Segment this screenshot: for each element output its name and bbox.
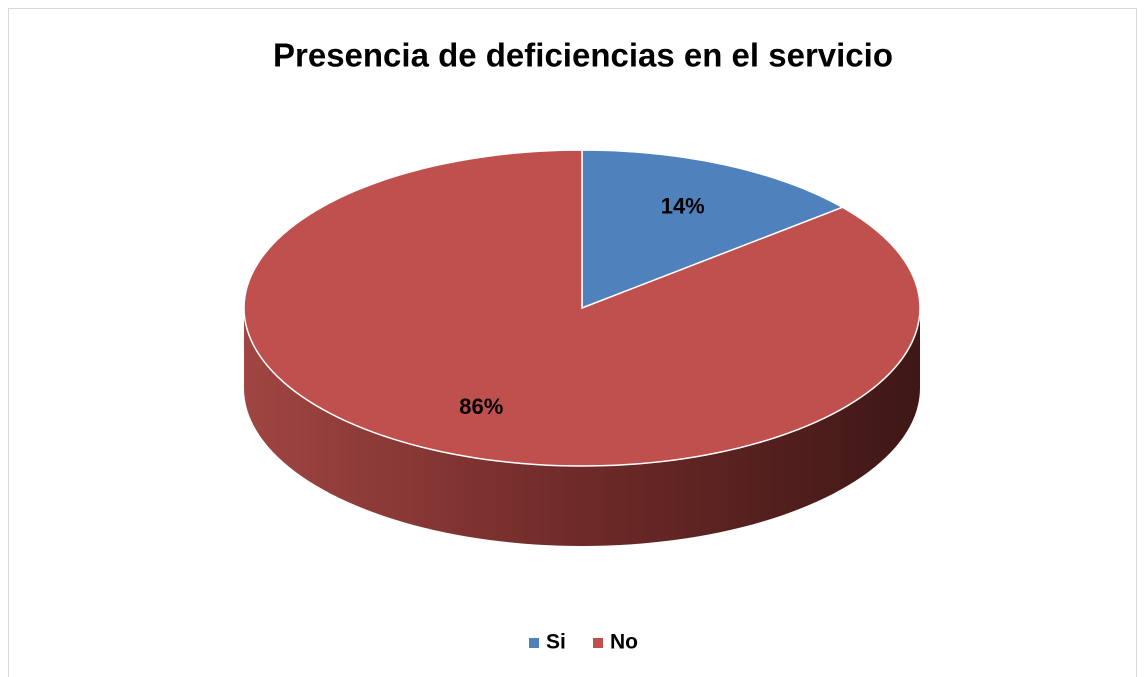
pie-slice (243, 149, 921, 467)
chart-title: Presencia de deficiencias en el servicio (273, 37, 893, 74)
legend-swatch (529, 638, 539, 648)
pie-slice (581, 149, 845, 310)
data-label: 86% (459, 394, 503, 419)
legend-label: Si (546, 631, 566, 654)
pie: 14% 86% (243, 149, 921, 546)
legend-swatch (593, 638, 603, 648)
data-label: 14% (661, 194, 705, 219)
legend-label: No (610, 631, 638, 654)
pie-side (244, 308, 920, 546)
legend: Si No (529, 631, 638, 654)
